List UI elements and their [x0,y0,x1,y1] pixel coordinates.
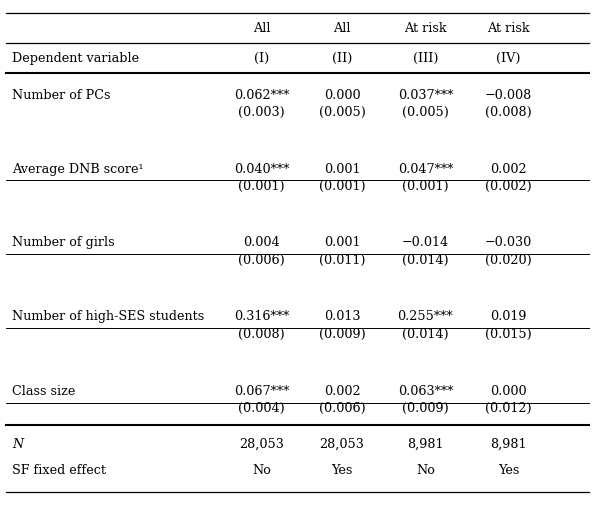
Text: 0.002: 0.002 [324,385,361,398]
Text: (0.001): (0.001) [239,181,285,193]
Text: 0.019: 0.019 [490,311,527,323]
Text: (0.014): (0.014) [402,254,449,266]
Text: No: No [252,465,271,477]
Text: Average DNB score¹: Average DNB score¹ [12,163,143,176]
Text: No: No [416,465,435,477]
Text: (0.012): (0.012) [486,402,532,415]
Text: (II): (II) [332,52,352,65]
Text: (0.002): (0.002) [486,181,532,193]
Text: Dependent variable: Dependent variable [12,52,139,65]
Text: (0.009): (0.009) [402,402,449,415]
Text: 0.004: 0.004 [243,236,280,249]
Text: (0.003): (0.003) [239,106,285,118]
Text: (III): (III) [413,52,438,65]
Text: (0.008): (0.008) [486,106,532,118]
Text: Yes: Yes [498,465,519,477]
Text: (0.001): (0.001) [402,181,449,193]
Text: At risk: At risk [404,22,447,35]
Text: (I): (I) [254,52,270,65]
Text: (0.004): (0.004) [239,402,285,415]
Text: 8,981: 8,981 [407,438,444,451]
Text: (0.005): (0.005) [319,106,365,118]
Text: 8,981: 8,981 [490,438,527,451]
Text: 0.002: 0.002 [490,163,527,176]
Text: Class size: Class size [12,385,76,398]
Text: 0.063***: 0.063*** [397,385,453,398]
Text: −0.030: −0.030 [485,236,533,249]
Text: (0.008): (0.008) [239,328,285,340]
Text: (0.014): (0.014) [402,328,449,340]
Text: (0.001): (0.001) [319,181,365,193]
Text: 28,053: 28,053 [239,438,284,451]
Text: 0.047***: 0.047*** [397,163,453,176]
Text: SF fixed effect: SF fixed effect [12,465,106,477]
Text: 0.001: 0.001 [324,163,361,176]
Text: (IV): (IV) [496,52,521,65]
Text: All: All [333,22,351,35]
Text: 0.000: 0.000 [324,89,361,101]
Text: (0.020): (0.020) [486,254,532,266]
Text: 0.037***: 0.037*** [397,89,453,101]
Text: N: N [12,438,23,451]
Text: 0.000: 0.000 [490,385,527,398]
Text: 0.001: 0.001 [324,236,361,249]
Text: All: All [253,22,271,35]
Text: (0.011): (0.011) [319,254,365,266]
Text: 0.040***: 0.040*** [234,163,290,176]
Text: Number of high-SES students: Number of high-SES students [12,311,204,323]
Text: 28,053: 28,053 [320,438,365,451]
Text: −0.008: −0.008 [485,89,533,101]
Text: 0.067***: 0.067*** [234,385,290,398]
Text: (0.006): (0.006) [319,402,365,415]
Text: Yes: Yes [331,465,353,477]
Text: 0.316***: 0.316*** [234,311,289,323]
Text: 0.062***: 0.062*** [234,89,290,101]
Text: (0.006): (0.006) [239,254,285,266]
Text: (0.005): (0.005) [402,106,449,118]
Text: At risk: At risk [487,22,530,35]
Text: −0.014: −0.014 [402,236,449,249]
Text: Number of PCs: Number of PCs [12,89,111,101]
Text: Number of girls: Number of girls [12,236,114,249]
Text: (0.015): (0.015) [486,328,532,340]
Text: (0.009): (0.009) [319,328,365,340]
Text: 0.013: 0.013 [324,311,361,323]
Text: 0.255***: 0.255*** [397,311,453,323]
